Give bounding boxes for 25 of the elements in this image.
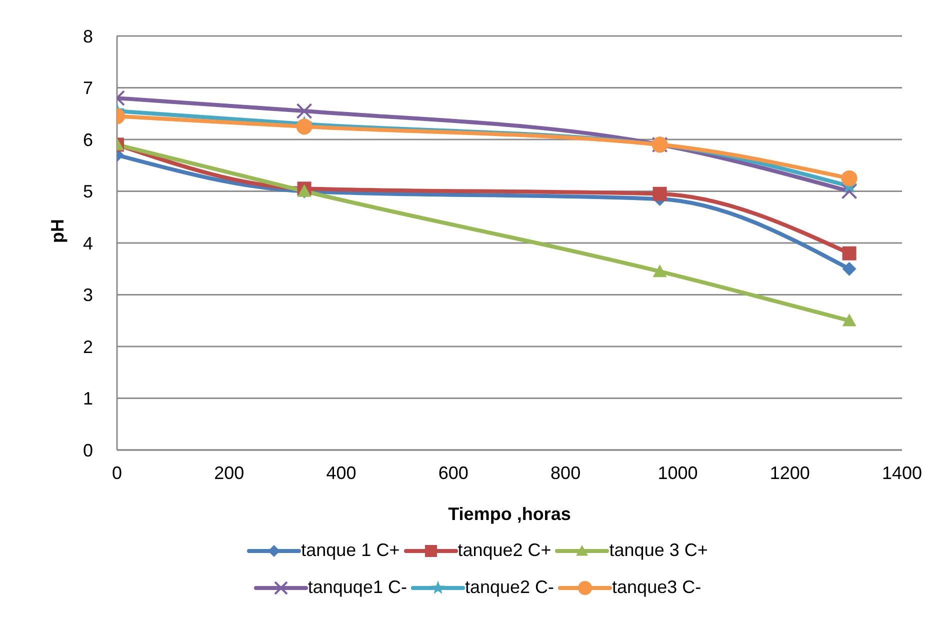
legend-label: tanque2 C-	[464, 577, 554, 598]
y-tick-label: 1	[82, 388, 93, 409]
x-tick-label: 1200	[770, 462, 810, 483]
x-tick-label: 600	[438, 462, 468, 483]
y-axis-title: pH	[47, 219, 68, 243]
x-tick-label: 1400	[882, 462, 922, 483]
legend-label: tanquqe1 C-	[308, 577, 407, 598]
y-tick-label: 8	[82, 26, 93, 46]
y-tick-label: 3	[82, 285, 93, 306]
y-tick-label: 2	[82, 336, 93, 357]
y-tick-label: 4	[82, 233, 93, 254]
x-tick-label: 400	[326, 462, 356, 483]
y-tick-label: 7	[82, 78, 93, 98]
legend-label: tanque2 C+	[458, 540, 552, 561]
legend-label: tanque 1 C+	[301, 540, 400, 561]
legend-label: tanque 3 C+	[609, 540, 708, 561]
y-tick-label: 5	[82, 182, 93, 202]
legend-label: tanque3 C-	[612, 577, 702, 598]
x-tick-label: 0	[112, 462, 122, 483]
x-tick-label: 200	[214, 462, 244, 483]
x-axis-title: Tiempo ,horas	[448, 504, 571, 524]
y-tick-label: 6	[82, 130, 93, 150]
x-tick-label: 800	[550, 462, 581, 483]
y-tick-label: 0	[82, 440, 93, 460]
x-tick-label: 1000	[658, 462, 698, 483]
